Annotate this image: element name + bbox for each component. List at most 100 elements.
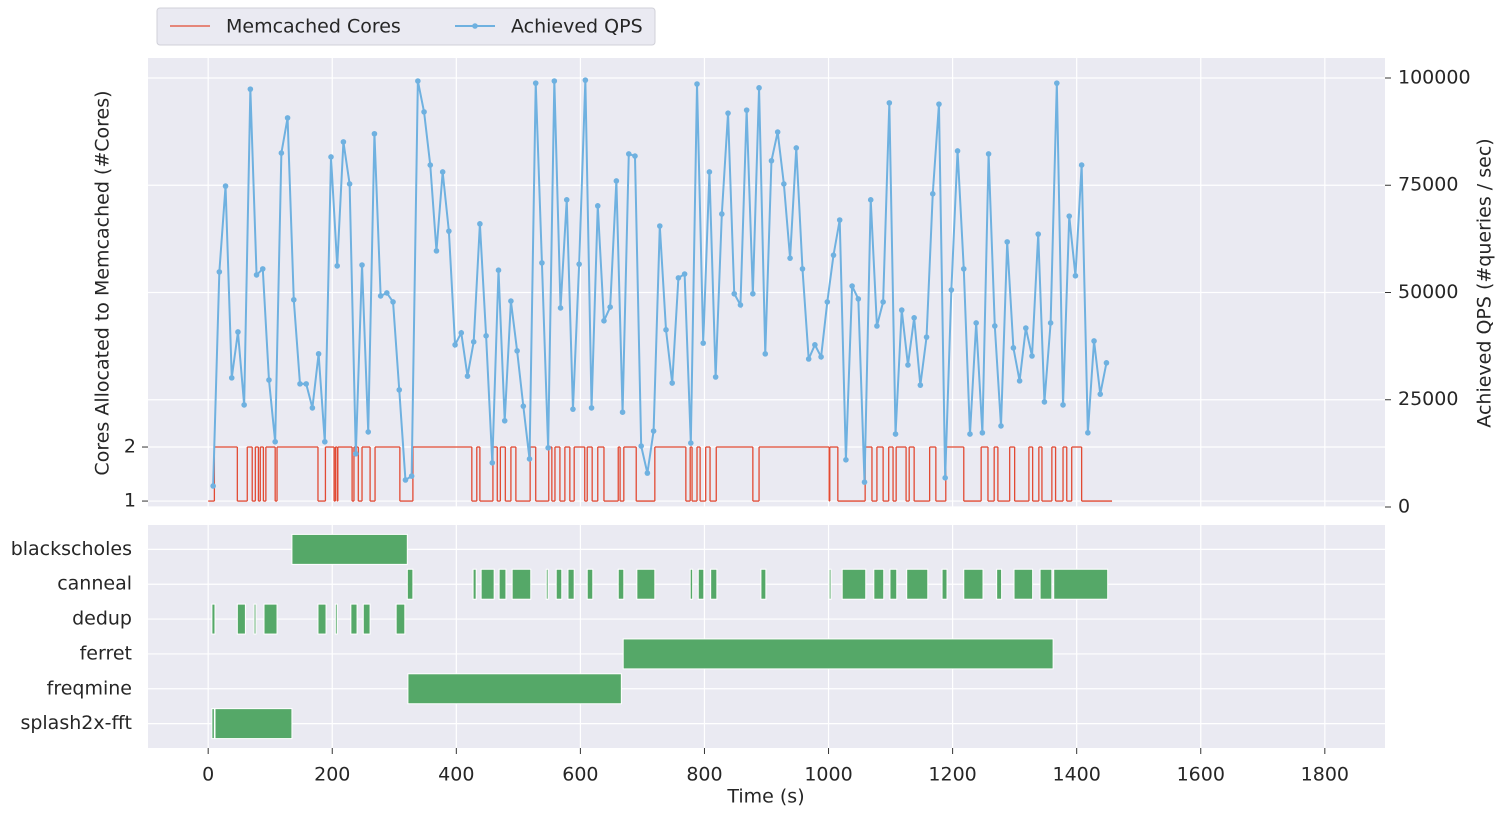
point [625,151,632,157]
point [1091,338,1097,344]
point [315,351,322,357]
point [495,267,502,273]
point [539,260,545,266]
task-bar [236,603,246,635]
task-bar [263,603,278,635]
point [1010,345,1017,351]
point [936,101,942,107]
task-bar [996,568,1003,600]
y2-tick-label: 75000 [1398,174,1458,196]
point [303,381,309,387]
point [1016,378,1023,384]
point [793,145,800,151]
point [706,169,713,175]
x-tick-label: 1400 [1053,764,1101,786]
point [228,375,235,381]
y-tick-label: freqmine [47,677,132,699]
point [774,129,781,135]
y-axis-label: Cores Allocated to Memcached (#Cores) [92,90,114,475]
point [322,438,328,445]
point [489,460,496,466]
point [880,299,886,305]
task-bar [828,568,832,600]
point [743,107,750,113]
top-panel [148,58,1385,507]
task-bar [617,568,625,600]
point [408,473,415,479]
point [334,263,341,269]
point [923,334,930,340]
point [979,429,986,436]
point [1097,391,1104,397]
task-bar [1053,568,1109,600]
task-bar [636,568,656,600]
point [973,320,979,326]
point [960,266,967,272]
point [812,342,818,348]
point [725,110,731,116]
point [390,299,396,305]
point [570,406,576,412]
point [762,351,769,357]
task-bar [1039,568,1053,600]
point [985,151,992,157]
point [818,354,824,360]
y-tick-label: splash2x-fft [20,712,132,734]
legend [156,7,656,46]
point [650,428,657,434]
point [632,153,638,159]
point [427,162,434,168]
point [483,333,489,339]
task-bar [211,603,216,635]
task-bar [406,568,414,600]
point [545,444,551,451]
point [346,181,353,187]
point [861,479,868,485]
point [464,373,471,379]
point [681,271,688,277]
point [874,323,880,329]
point [247,86,254,92]
y-tick-label: canneal [57,573,132,595]
point [867,197,874,203]
point [694,81,700,87]
task-bar [407,673,622,705]
point [638,443,644,449]
y2-tick-label: 50000 [1398,281,1458,303]
point [1072,272,1079,279]
task-bar [350,603,358,635]
task-bar [511,568,532,600]
task-bar [586,568,594,600]
legend-label: Memcached Cores [226,16,401,38]
point [446,228,452,234]
point [886,100,893,106]
task-bar [567,568,575,600]
point [222,183,229,189]
point [898,307,905,313]
task-bar [291,533,408,565]
point [750,290,756,297]
point [1060,402,1066,408]
point [675,275,682,281]
point [1047,320,1054,326]
point [824,299,831,305]
point [576,261,582,267]
y2-axis-label: Achieved QPS (#queries / sec) [1474,138,1496,427]
point [731,290,738,297]
point [917,382,924,388]
point [1078,162,1085,168]
point [359,262,365,268]
point [458,330,465,336]
point [892,431,899,437]
point [644,470,651,476]
point [514,348,520,354]
point [241,402,247,408]
point [470,339,477,345]
point [384,290,390,296]
point [1085,429,1091,436]
y-tick-label: 2 [124,436,136,458]
point [563,197,570,203]
point [588,405,595,411]
point [967,431,973,437]
